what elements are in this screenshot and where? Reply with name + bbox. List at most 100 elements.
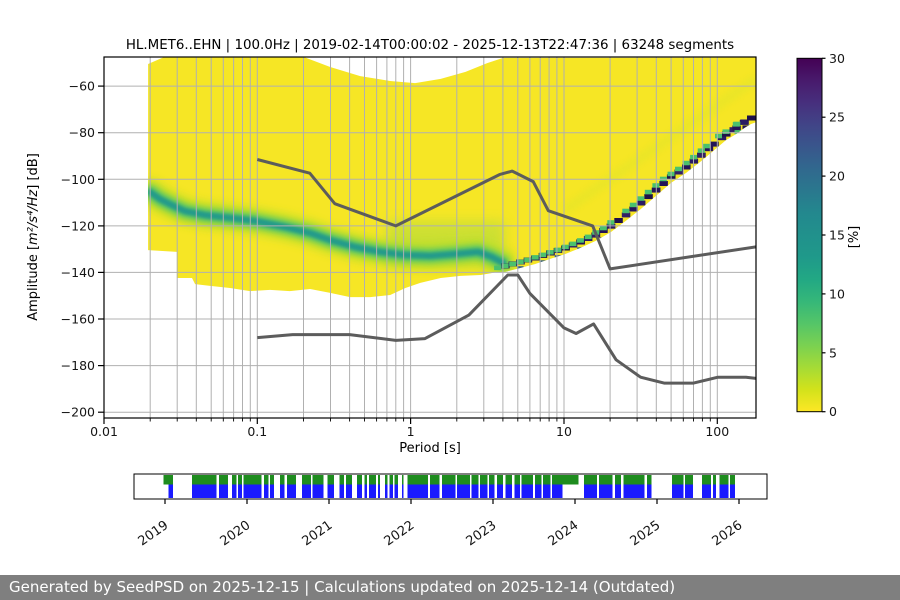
coverage-segment-blue (270, 484, 275, 498)
x-tick-label: 0.1 (247, 424, 267, 439)
coverage-segment-green (623, 475, 645, 485)
staircase-green-fleck (569, 241, 577, 247)
staircase-cell (614, 218, 623, 223)
staircase-blue-fleck (660, 192, 667, 197)
coverage-segment-blue (505, 484, 512, 498)
coverage-segment-blue (442, 484, 456, 498)
coverage-segment-blue (346, 484, 352, 498)
coverage-segment-green (429, 475, 440, 485)
grid-lines (104, 57, 756, 418)
coverage-segment-green (232, 475, 237, 485)
staircase-cell (629, 206, 638, 212)
coverage-segment-green (389, 475, 393, 485)
staircase-green-fleck (531, 255, 539, 260)
coverage-segment-blue (719, 484, 729, 498)
staircase-green-fleck (644, 189, 652, 195)
y-tick-label: −180 (61, 358, 95, 373)
coverage-segment-blue (264, 484, 269, 498)
staircase-green-fleck (637, 196, 645, 201)
colorbar-tick-label: 25 (829, 110, 845, 125)
staircase-green-fleck (675, 166, 682, 172)
coverage-segment-green (402, 475, 404, 485)
colorbar-tick-label: 15 (829, 228, 845, 243)
staircase-green-fleck (539, 252, 547, 258)
coverage-segment-green (287, 475, 297, 485)
colorbar-label: [%] (847, 225, 862, 249)
coverage-segment-green (369, 475, 376, 485)
coverage-segment-green (719, 475, 729, 485)
staircase-green-fleck (561, 244, 569, 250)
faint-diagonal-streak (562, 74, 757, 215)
coverage-segment-blue (598, 484, 613, 498)
coverage-segment-blue (479, 484, 488, 498)
staircase-cell (682, 164, 691, 170)
coverage-segment-blue (389, 484, 393, 498)
year-tick-label: 2026 (710, 518, 746, 549)
coverage-segment-green (702, 475, 712, 485)
staircase-green-fleck (629, 202, 637, 208)
coverage-segment-blue (369, 484, 376, 498)
staircase-cell (599, 228, 608, 233)
coverage-segment-blue (497, 484, 503, 498)
noise-models (256, 158, 756, 385)
timeline-year-axis: 2019 2020 2021 2022 2023 2024 2025 2026 (136, 499, 746, 549)
coverage-segment-blue (238, 484, 243, 498)
year-tick-label: 2021 (300, 518, 336, 549)
coverage-segment-green (534, 475, 542, 485)
coverage-segment-blue (514, 484, 520, 498)
colorbar-tick-label: 5 (829, 345, 837, 360)
timeline-bar (133, 473, 768, 500)
coverage-segment-blue (232, 484, 237, 498)
staircase-green-fleck (607, 220, 615, 225)
year-tick-label: 2022 (382, 518, 418, 549)
staircase-blue-fleck (599, 237, 607, 242)
staircase-cell (621, 212, 631, 218)
coverage-segment-blue (521, 484, 534, 498)
coverage-segment-blue (623, 484, 645, 498)
staircase-green-fleck (697, 148, 705, 153)
coverage-segment-green (219, 475, 229, 485)
y-tick-label: −120 (61, 218, 95, 233)
coverage-segment-green (264, 475, 269, 485)
staircase-green-fleck (494, 265, 502, 271)
year-tick-label: 2020 (218, 518, 254, 549)
staircase-green-fleck (546, 250, 554, 255)
plot-frame (103, 56, 757, 419)
y-tick-label: −200 (61, 405, 95, 420)
staircase-green-fleck (734, 130, 742, 135)
coverage-segment-green (243, 475, 262, 485)
ppsd-figure-canvas: 0.01 0.1 1 10 100−60−80−100−120−140−160−180−… (61, 51, 845, 549)
coverage-segment-blue (192, 484, 217, 498)
coverage-segment-blue (327, 484, 334, 498)
staircase-blue-fleck (748, 124, 755, 129)
coverage-segment-green (497, 475, 503, 485)
coverage-segment-blue (471, 484, 479, 498)
coverage-segment-green (356, 475, 362, 485)
staircase-cell (704, 146, 714, 152)
coverage-segment-green (684, 475, 694, 485)
coverage-segment-green (346, 475, 352, 485)
coverage-segment-green (442, 475, 456, 485)
coverage-segment-blue (384, 484, 388, 498)
coverage-segment-green (671, 475, 684, 485)
y-tick-label: −100 (61, 172, 95, 187)
staircase-green-fleck (516, 259, 524, 265)
x-tick-label: 100 (705, 424, 729, 439)
coverage-segment-green (270, 475, 275, 485)
timeline-segments (163, 475, 735, 498)
coverage-segment-blue (456, 484, 470, 498)
y-axis-ticks: −60 −80 −100 −120 −140 −160 −180 −200 (61, 79, 104, 420)
coverage-segment-green (339, 475, 344, 485)
staircase-green-fleck (554, 247, 562, 253)
coverage-segment-blue (219, 484, 229, 498)
coverage-segment-blue (429, 484, 440, 498)
coverage-segment-green (327, 475, 334, 485)
colorbar-tick-label: 20 (829, 169, 845, 184)
coverage-segment-green (394, 475, 398, 485)
coverage-segment-blue (287, 484, 297, 498)
staircase-green-fleck (509, 261, 517, 267)
y-tick-label: −80 (69, 125, 95, 140)
coverage-segment-blue (301, 484, 311, 498)
staircase-cell (697, 152, 706, 158)
footer-bar: Generated by SeedPSD on 2025-12-15 | Cal… (0, 575, 900, 600)
